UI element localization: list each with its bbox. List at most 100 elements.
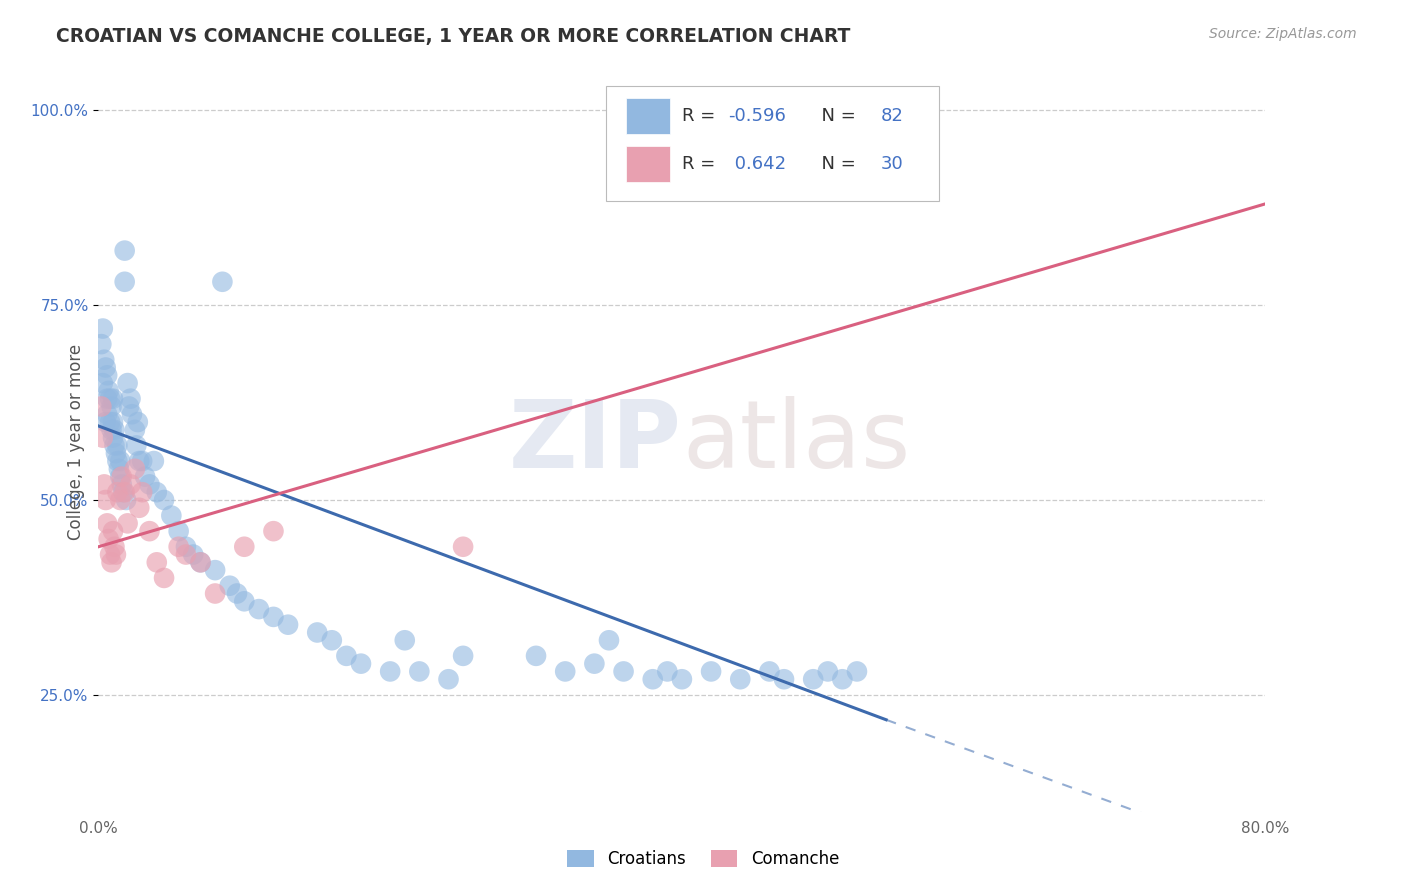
Point (128, 500, 150, 515)
Point (101, 431, 124, 445)
Point (117, 516, 139, 531)
Point (120, 477, 142, 491)
Point (105, 485, 128, 500)
Point (233, 540, 256, 554)
Point (93, 477, 115, 491)
Point (138, 477, 160, 491)
Point (138, 524, 160, 538)
Point (641, 672, 664, 686)
Point (134, 469, 156, 483)
Point (394, 633, 416, 648)
Point (657, 665, 679, 679)
Point (758, 665, 780, 679)
Point (97, 532, 120, 546)
Legend: Croatians, Comanche: Croatians, Comanche (560, 843, 846, 875)
Point (100, 555, 122, 569)
Text: -0.596: -0.596 (728, 107, 786, 125)
Point (101, 524, 124, 538)
Point (110, 469, 132, 483)
Point (97, 384, 120, 398)
Point (167, 540, 190, 554)
Point (101, 415, 124, 429)
Point (451, 648, 474, 663)
Point (598, 633, 620, 648)
Point (153, 493, 176, 508)
Point (110, 493, 132, 508)
Text: N =: N = (810, 155, 862, 173)
Point (131, 454, 153, 468)
Text: atlas: atlas (682, 395, 910, 488)
Point (730, 672, 752, 686)
Point (111, 469, 134, 483)
Point (96, 368, 118, 383)
Point (94, 415, 117, 429)
Point (91, 376, 114, 390)
Point (380, 665, 402, 679)
Point (105, 454, 128, 468)
Point (335, 648, 357, 663)
Point (218, 579, 240, 593)
Point (612, 665, 634, 679)
Point (124, 462, 146, 476)
Point (125, 438, 148, 452)
Point (100, 423, 122, 437)
Point (131, 485, 153, 500)
Point (307, 625, 329, 640)
Point (127, 415, 149, 429)
Point (524, 648, 547, 663)
Point (437, 672, 460, 686)
Point (96, 407, 118, 421)
Y-axis label: College, 1 year or more: College, 1 year or more (66, 343, 84, 540)
Point (277, 617, 299, 632)
Point (108, 462, 131, 476)
Point (408, 665, 430, 679)
Point (204, 586, 226, 600)
Point (98, 548, 121, 562)
Point (103, 423, 125, 437)
Point (94, 493, 117, 508)
Point (262, 610, 284, 624)
Point (247, 602, 270, 616)
Point (233, 594, 256, 608)
Text: CROATIAN VS COMANCHE COLLEGE, 1 YEAR OR MORE CORRELATION CHART: CROATIAN VS COMANCHE COLLEGE, 1 YEAR OR … (56, 27, 851, 45)
Point (98, 415, 121, 429)
Point (146, 555, 169, 569)
Point (105, 438, 128, 452)
Point (111, 477, 134, 491)
Point (817, 665, 839, 679)
Point (120, 392, 142, 406)
Point (128, 454, 150, 468)
Point (124, 423, 146, 437)
Point (104, 548, 127, 562)
Point (160, 508, 183, 523)
Point (103, 438, 125, 452)
Bar (626, 146, 671, 182)
Point (773, 672, 796, 686)
Point (153, 571, 176, 585)
Point (114, 485, 136, 500)
Point (167, 524, 190, 538)
Text: 82: 82 (880, 107, 903, 125)
Point (98, 392, 121, 406)
Point (103, 540, 125, 554)
Point (583, 657, 606, 671)
Point (190, 555, 212, 569)
Point (90, 337, 112, 351)
Text: R =: R = (682, 107, 721, 125)
Text: ZIP: ZIP (509, 395, 682, 488)
Point (262, 524, 284, 538)
Point (801, 672, 824, 686)
Point (554, 665, 576, 679)
Point (110, 454, 132, 468)
Point (174, 540, 197, 554)
Point (321, 633, 343, 648)
Point (181, 548, 204, 562)
Text: Source: ZipAtlas.com: Source: ZipAtlas.com (1209, 27, 1357, 41)
Point (94, 360, 117, 375)
Point (96, 392, 118, 406)
Point (121, 407, 143, 421)
Point (831, 672, 853, 686)
Point (96, 516, 118, 531)
Point (117, 376, 139, 390)
Point (226, 586, 249, 600)
